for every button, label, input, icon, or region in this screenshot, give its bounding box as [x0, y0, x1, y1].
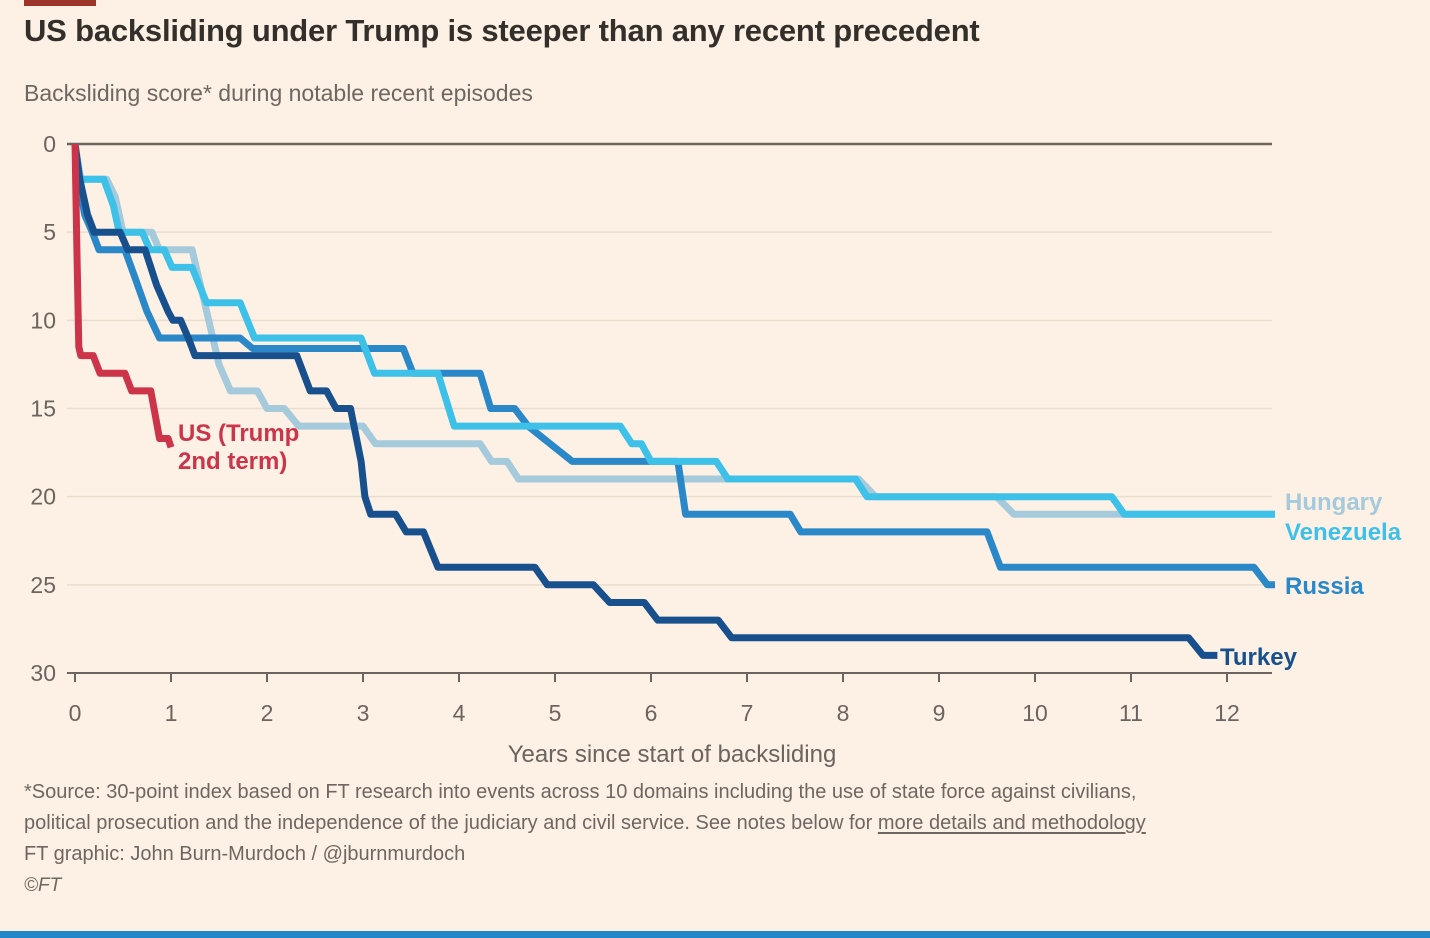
series-label-us-line2: 2nd term) [178, 448, 287, 475]
series-label-hungary: Hungary [1285, 489, 1383, 516]
methodology-link[interactable]: more details and methodology [877, 812, 1146, 834]
series-lines-group [71, 143, 1275, 659]
x-tick-label: 4 [453, 700, 466, 726]
x-tick-label: 12 [1214, 700, 1240, 726]
x-tick-label: 6 [645, 700, 658, 726]
source-note-line1: *Source: 30-point index based on FT rese… [24, 781, 1137, 803]
x-tick-label: 7 [741, 700, 754, 726]
series-line-russia [71, 143, 1275, 589]
y-tick-label: 20 [30, 484, 56, 510]
x-tick-label: 2 [261, 700, 274, 726]
x-tick-label: 8 [837, 700, 850, 726]
series-label-venezuela: Venezuela [1285, 519, 1402, 546]
y-tick-label: 5 [43, 219, 56, 245]
x-tick-label: 9 [933, 700, 946, 726]
series-line-venezuela [71, 143, 1275, 518]
x-tick-label: 3 [357, 700, 370, 726]
x-tick-label: 10 [1022, 700, 1048, 726]
y-tick-label: 10 [30, 307, 56, 333]
ft-red-accent-bar [24, 0, 96, 6]
source-note-line2: political prosecution and the independen… [24, 808, 1414, 839]
x-axis-title: Years since start of backsliding [508, 741, 837, 768]
x-tick-label: 11 [1119, 700, 1143, 726]
gridlines-group [67, 142, 1272, 682]
series-label-russia: Russia [1285, 573, 1364, 600]
series-label-us-line1: US (Trump [178, 420, 299, 447]
x-tick-label: 5 [549, 700, 562, 726]
series-label-turkey: Turkey [1220, 644, 1298, 671]
graphic-credit: FT graphic: John Burn-Murdoch / @jburnmu… [24, 843, 466, 865]
y-tick-label: 15 [30, 396, 56, 422]
chart-subtitle: Backsliding score* during notable recent… [24, 80, 533, 106]
x-tick-label: 0 [69, 700, 82, 726]
bottom-blue-bar [0, 931, 1430, 938]
page-title: US backsliding under Trump is steeper th… [24, 13, 980, 48]
chart-footer: *Source: 30-point index based on FT rese… [24, 777, 1414, 901]
y-tick-label: 0 [43, 131, 56, 157]
y-tick-label: 25 [30, 572, 56, 598]
y-tick-label: 30 [30, 660, 56, 686]
series-line-turkey [71, 143, 1218, 659]
x-tick-label: 1 [165, 700, 178, 726]
source-note-line2-text: political prosecution and the independen… [24, 812, 878, 834]
series-line-us [71, 143, 175, 449]
ft-copyright: ©FT [24, 875, 62, 896]
